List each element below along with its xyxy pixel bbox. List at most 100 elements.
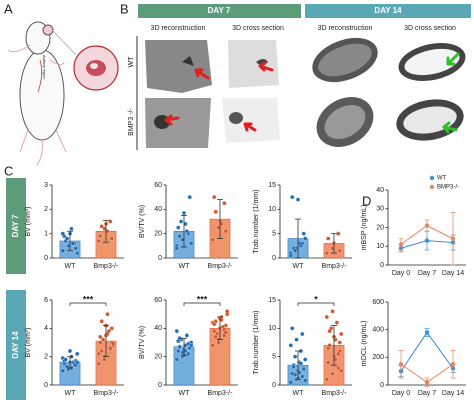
data-point	[294, 337, 299, 342]
y-axis-label: BV/TV (%)	[139, 326, 146, 359]
data-point	[303, 236, 308, 241]
data-point	[424, 330, 430, 335]
data-point	[64, 236, 70, 241]
data-point	[292, 248, 298, 253]
data-point	[303, 357, 308, 362]
data-point	[184, 229, 190, 234]
data-point	[330, 371, 335, 376]
data-point	[330, 309, 335, 314]
x-tick-label: Bmp3-/-	[94, 390, 120, 397]
data-point	[288, 253, 293, 258]
data-point	[300, 331, 305, 337]
data-point	[324, 314, 329, 320]
data-point	[184, 333, 190, 338]
data-point	[450, 362, 456, 367]
data-point	[177, 233, 182, 239]
data-point	[111, 341, 116, 347]
data-point	[176, 348, 181, 354]
x-tick-label: Day 7	[418, 270, 436, 277]
data-point	[99, 224, 104, 229]
x-tick-label: Day 7	[418, 390, 436, 397]
data-point	[424, 238, 430, 243]
y-tick-label: 6	[44, 297, 48, 304]
data-point	[73, 246, 78, 251]
data-point	[210, 343, 215, 348]
data-point	[398, 362, 404, 367]
data-point	[186, 351, 191, 356]
row-label: DAY 14	[11, 331, 20, 359]
data-point	[60, 231, 65, 236]
data-point	[109, 326, 114, 331]
data-point	[96, 361, 101, 366]
legend-label: BMP3-/-	[437, 185, 459, 191]
data-point	[424, 223, 430, 228]
legend-marker	[429, 184, 435, 190]
data-point	[98, 340, 103, 345]
significance-bracket	[69, 302, 107, 306]
y-tick-label: 600	[372, 299, 384, 306]
data-point	[189, 343, 194, 348]
data-point	[96, 351, 101, 356]
data-point	[75, 351, 80, 356]
data-point	[174, 329, 179, 334]
data-point	[337, 340, 342, 345]
data-point	[295, 197, 301, 202]
y-tick-label: 1	[44, 231, 48, 238]
data-point	[102, 226, 107, 231]
data-point	[300, 374, 305, 379]
y-tick-label: 0	[380, 382, 384, 389]
y-axis-label: mBSP (ng/mL)	[361, 205, 368, 251]
y-tick-label: 10	[268, 325, 276, 332]
data-point	[219, 317, 224, 322]
data-point	[301, 366, 306, 372]
y-tick-label: 3	[44, 182, 48, 189]
data-point	[216, 340, 221, 345]
data-point	[105, 331, 110, 337]
data-point	[70, 241, 76, 246]
y-tick-label: 60	[154, 297, 162, 304]
data-point	[288, 380, 293, 385]
data-point	[69, 226, 74, 231]
data-point	[301, 231, 306, 236]
y-tick-label: 10	[268, 206, 276, 213]
column-label: 3D reconstruction	[318, 25, 373, 32]
y-tick-label: 0	[44, 255, 48, 262]
annotation: Auditory region	[42, 55, 46, 79]
rat-illustration	[7, 21, 67, 166]
data-point	[212, 195, 217, 200]
x-tick-label: WT	[293, 390, 305, 397]
data-point	[66, 243, 71, 248]
data-point	[210, 237, 215, 242]
data-point	[398, 242, 404, 247]
data-point	[291, 364, 296, 370]
y-tick-label: 10	[376, 243, 384, 250]
y-tick-label: 0	[272, 382, 276, 389]
panel-label: B	[120, 1, 129, 16]
column-label: 3D cross section	[404, 25, 456, 32]
data-point	[108, 219, 113, 224]
zoom-inset	[51, 29, 119, 91]
y-tick-label: 60	[154, 182, 162, 189]
data-point	[177, 344, 182, 349]
data-point	[326, 360, 331, 365]
y-axis-label: BV (mm³)	[25, 328, 32, 358]
data-point	[339, 368, 344, 373]
y-axis-label: Trab.number (1/mm)	[253, 311, 260, 375]
data-point	[334, 320, 340, 325]
column-label: 3D cross section	[232, 25, 284, 32]
data-point	[60, 248, 65, 253]
data-point	[75, 360, 80, 365]
significance-bracket	[183, 302, 221, 306]
data-point	[336, 351, 341, 356]
data-point	[99, 319, 104, 324]
data-point	[216, 225, 221, 230]
y-tick-label: 0	[158, 382, 162, 389]
data-point	[100, 337, 106, 342]
x-tick-label: WT	[65, 263, 77, 270]
y-tick-label: 20	[154, 354, 162, 361]
x-tick-label: Bmp3-/-	[322, 390, 348, 397]
micro-ct-images	[145, 37, 466, 148]
data-point	[292, 354, 298, 359]
data-point	[98, 233, 103, 239]
